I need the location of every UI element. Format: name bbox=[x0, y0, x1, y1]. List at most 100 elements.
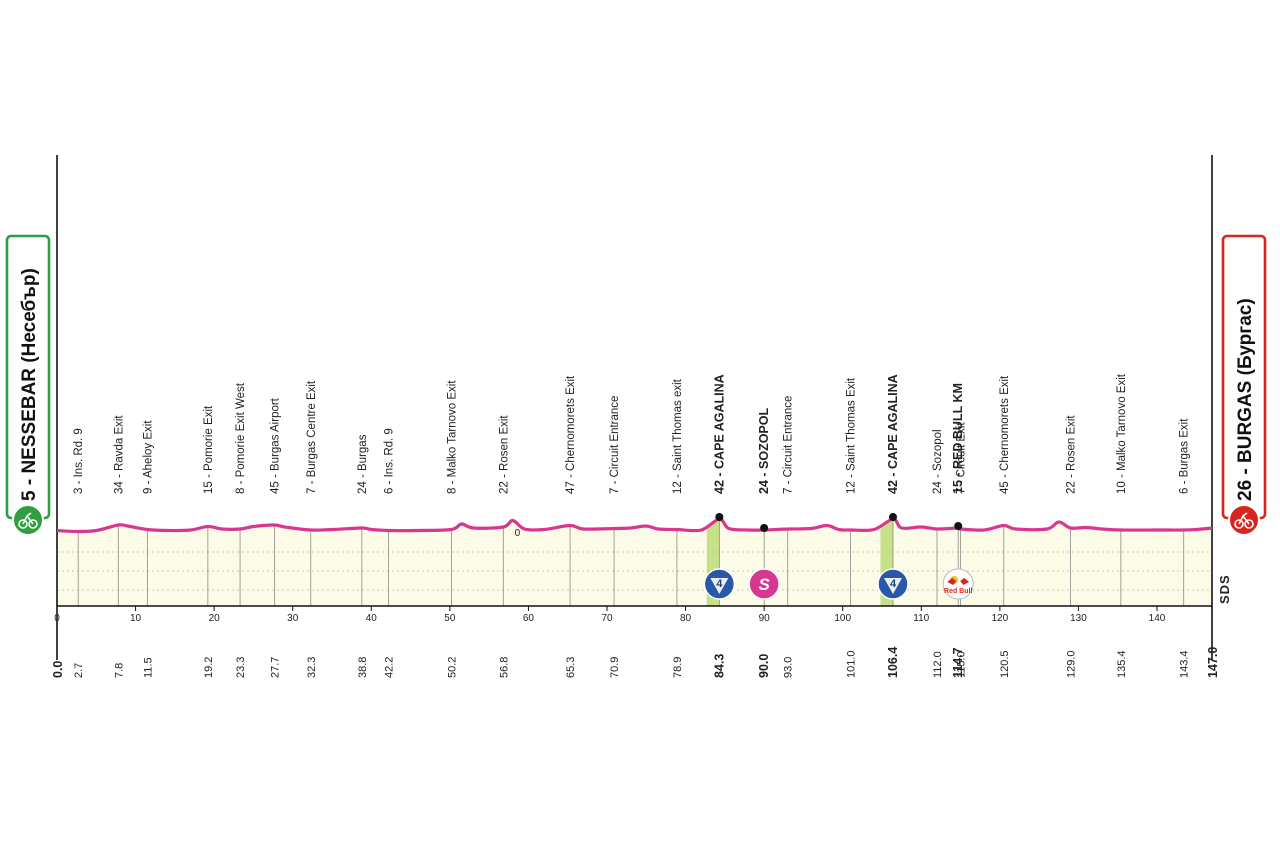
waypoint-km-label: 23.3 bbox=[235, 657, 247, 678]
x-tick-label: 0 bbox=[54, 613, 60, 624]
waypoint-label: 12 - Saint Thomas Exit bbox=[846, 377, 858, 494]
summit-dot bbox=[889, 513, 897, 521]
start-icon-badge bbox=[12, 504, 44, 536]
x-tick-label: 90 bbox=[759, 613, 771, 624]
waypoint-km-label: 120.5 bbox=[999, 650, 1011, 678]
waypoint-km-label: 11.5 bbox=[142, 657, 154, 678]
start-bike-frame-icon bbox=[22, 512, 34, 525]
waypoint-km-label: 101.0 bbox=[846, 650, 858, 678]
x-tick-label: 40 bbox=[366, 613, 378, 624]
profile-area-layer bbox=[57, 518, 1212, 606]
redbull-bulls-icon bbox=[947, 578, 970, 585]
waypoint-km-label: 106.4 bbox=[886, 647, 900, 678]
end-km-label: 147.0 bbox=[1206, 647, 1220, 678]
waypoint-km-label: 65.3 bbox=[565, 657, 577, 678]
start-bike-wheel-icon bbox=[28, 519, 38, 529]
waypoint-km-label: 38.8 bbox=[357, 657, 369, 678]
waypoint-label: 9 - Aheloy Exit bbox=[142, 420, 154, 494]
summit-dot bbox=[954, 522, 963, 530]
redbull-marker-badge bbox=[942, 568, 974, 600]
finish-bike-wheel-icon bbox=[1244, 519, 1254, 529]
waypoint-km-label: 56.8 bbox=[498, 657, 510, 678]
waypoint-label: 7 - Circuit Entrance bbox=[783, 396, 795, 494]
waypoint-label: 12 - Saint Thomas exit bbox=[672, 378, 684, 494]
end-km-label: 0.0 bbox=[51, 661, 65, 678]
x-tick-label: 60 bbox=[523, 613, 535, 624]
waypoint-label: 15 - RED BULL KM bbox=[951, 383, 965, 494]
waypoint-km-label: 129.0 bbox=[1066, 650, 1078, 678]
x-tick-label: 140 bbox=[1149, 613, 1166, 624]
start-label: 5 - NESSEBAR (Несебър) bbox=[19, 268, 40, 501]
waypoint-label: 7 - Circuit Exit bbox=[956, 422, 968, 494]
start-finish-layer: 5 - NESSEBAR (Несебър) 26 - BURGAS (Бурга… bbox=[5, 234, 1267, 536]
profile-line bbox=[56, 517, 1213, 534]
x-tick-label: 30 bbox=[287, 613, 299, 624]
waypoint-km-label: 143.4 bbox=[1179, 650, 1191, 678]
finish-bike-frame-icon bbox=[1238, 512, 1250, 525]
waypoint-label: 34 - Ravda Exit bbox=[113, 415, 125, 494]
waypoint-km-label: 114.7 bbox=[951, 647, 965, 678]
waypoint-label: 22 - Rosen Exit bbox=[498, 415, 510, 494]
waypoint-label: 7 - Burgas Centre Exit bbox=[306, 380, 318, 494]
waypoint-label: 42 - CAPE AGALINA bbox=[886, 374, 900, 494]
waypoint-km-label: 78.9 bbox=[672, 657, 684, 678]
summit-dot bbox=[760, 524, 769, 532]
finish-bike-wheel-icon bbox=[1234, 519, 1244, 529]
x-tick-label: 10 bbox=[130, 613, 142, 624]
waypoint-label: 45 - Burgas Airport bbox=[270, 397, 282, 494]
waypoint-label: 42 - CAPE AGALINA bbox=[712, 374, 726, 494]
waypoint-label: 10 - Malko Tarnovo Exit bbox=[1116, 373, 1128, 494]
x-tick-label: 130 bbox=[1070, 613, 1087, 624]
x-tick-label: 50 bbox=[444, 613, 456, 624]
waypoint-km-label: 135.4 bbox=[1116, 650, 1128, 678]
profile-area bbox=[57, 518, 1212, 606]
waypoint-km-label: 70.9 bbox=[609, 657, 621, 678]
x-tick-label: 110 bbox=[913, 613, 929, 624]
kom-marker-triangle bbox=[710, 578, 729, 594]
profile-line-layer bbox=[56, 517, 1213, 534]
waypoint-label: 8 - Pomorie Exit West bbox=[235, 382, 247, 494]
waypoint-km-label: 32.3 bbox=[306, 657, 318, 678]
waypoint-km-label: 84.3 bbox=[712, 654, 726, 678]
redbull-marker-label: Red Bull bbox=[944, 588, 972, 595]
waypoint-km-label: 2.7 bbox=[73, 663, 85, 678]
waypoint-km-label: 112.0 bbox=[932, 651, 944, 678]
waypoint-label: 7 - Circuit Entrance bbox=[609, 396, 621, 494]
waypoint-label: 24 - SOZOPOL bbox=[757, 408, 771, 494]
zero-elevation-label: 0 bbox=[515, 528, 521, 539]
sponsor-mark: SDS bbox=[1217, 574, 1232, 604]
x-tick-label: 120 bbox=[992, 613, 1009, 624]
kom-category-label: 4 bbox=[716, 578, 723, 590]
waypoint-label: 45 - Chernomorets Exit bbox=[999, 375, 1011, 494]
x-tick-label: 70 bbox=[601, 613, 613, 624]
x-tick-label: 80 bbox=[680, 613, 692, 624]
finish-label: 26 - BURGAS (Бургас) bbox=[1235, 298, 1256, 501]
kom-marker-triangle bbox=[884, 578, 902, 594]
waypoint-lines-layer bbox=[77, 519, 1185, 606]
waypoint-label: 24 - Burgas bbox=[357, 434, 369, 494]
sprint-marker-label: S bbox=[758, 575, 770, 594]
waypoint-km-label: 42.2 bbox=[384, 657, 396, 678]
waypoint-label: 6 - Ins. Rd. 9 bbox=[384, 428, 396, 494]
summit-dot bbox=[715, 513, 724, 521]
x-tick-label: 20 bbox=[209, 613, 221, 624]
waypoint-label: 24 - Sozopol bbox=[932, 429, 944, 494]
finish-icon-badge bbox=[1228, 504, 1260, 536]
waypoint-km-label: 93.0 bbox=[783, 657, 795, 678]
waypoint-km-label: 50.2 bbox=[446, 657, 458, 678]
waypoint-km-label: 27.7 bbox=[270, 657, 282, 678]
waypoint-label: 3 - Ins. Rd. 9 bbox=[73, 428, 85, 494]
waypoint-label: 22 - Rosen Exit bbox=[1066, 415, 1078, 494]
waypoint-label: 8 - Malko Tarnovo Exit bbox=[446, 380, 458, 494]
waypoint-km-label: 19.2 bbox=[203, 657, 215, 678]
start-bike-wheel-icon bbox=[18, 519, 28, 529]
sprint-marker-badge bbox=[748, 568, 780, 600]
waypoint-km-label: 115.0 bbox=[956, 651, 968, 678]
axis-layer: 0 10 20 30 40 50 60 70 80 90 100 110 120 130 140 0 SDS bbox=[54, 155, 1232, 660]
waypoint-km-label: 7.8 bbox=[113, 663, 125, 678]
waypoint-label: 15 - Pomorie Exit bbox=[203, 405, 215, 494]
x-tick-label: 100 bbox=[834, 613, 851, 624]
waypoint-label: 47 - Chernomorets Exit bbox=[565, 375, 577, 494]
kom-category-label: 4 bbox=[890, 578, 897, 590]
